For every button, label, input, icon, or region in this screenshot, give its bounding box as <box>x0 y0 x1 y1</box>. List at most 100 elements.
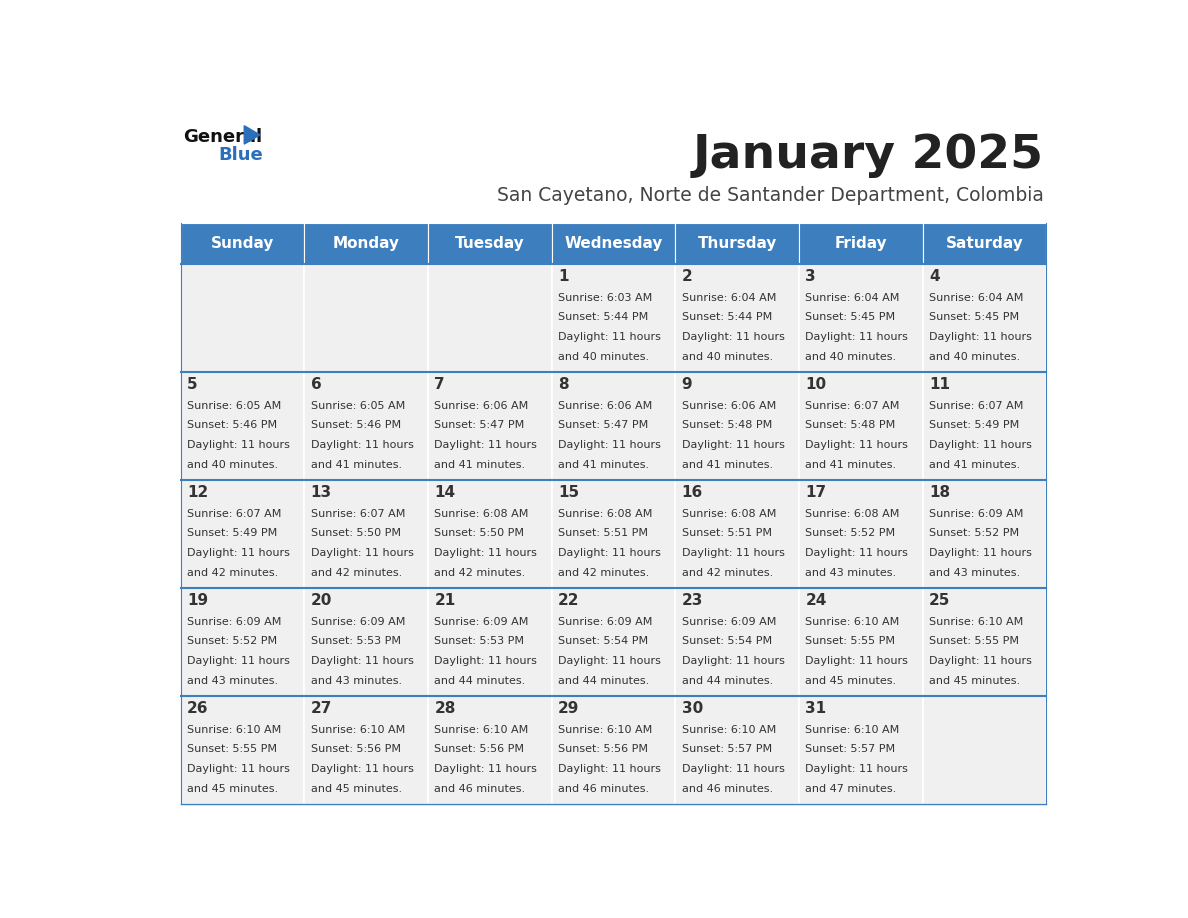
Text: 20: 20 <box>311 593 333 609</box>
Text: Thursday: Thursday <box>697 236 777 252</box>
Text: Friday: Friday <box>834 236 887 252</box>
Text: and 43 minutes.: and 43 minutes. <box>805 568 897 578</box>
Text: and 44 minutes.: and 44 minutes. <box>435 676 526 686</box>
Text: and 40 minutes.: and 40 minutes. <box>929 352 1020 362</box>
Text: 11: 11 <box>929 377 950 392</box>
Text: Sunset: 5:45 PM: Sunset: 5:45 PM <box>805 312 896 322</box>
Text: Daylight: 11 hours: Daylight: 11 hours <box>188 656 290 666</box>
Bar <box>304 588 428 696</box>
Bar <box>428 588 551 696</box>
Text: Sunrise: 6:09 AM: Sunrise: 6:09 AM <box>929 509 1023 519</box>
Bar <box>428 223 551 264</box>
Text: and 46 minutes.: and 46 minutes. <box>435 784 525 794</box>
Text: 14: 14 <box>435 486 455 500</box>
Text: January 2025: January 2025 <box>693 133 1043 178</box>
Text: Sunrise: 6:04 AM: Sunrise: 6:04 AM <box>682 293 776 303</box>
Bar <box>923 264 1047 373</box>
Text: Sunset: 5:54 PM: Sunset: 5:54 PM <box>558 636 649 646</box>
Bar <box>798 480 923 588</box>
Text: 25: 25 <box>929 593 950 609</box>
Text: Sunrise: 6:09 AM: Sunrise: 6:09 AM <box>188 617 282 627</box>
Bar <box>923 696 1047 804</box>
Text: Daylight: 11 hours: Daylight: 11 hours <box>558 440 661 450</box>
Text: Sunrise: 6:10 AM: Sunrise: 6:10 AM <box>435 724 529 734</box>
Text: Sunrise: 6:07 AM: Sunrise: 6:07 AM <box>311 509 405 519</box>
Text: Sunset: 5:53 PM: Sunset: 5:53 PM <box>311 636 400 646</box>
Bar <box>798 373 923 480</box>
Text: Sunset: 5:50 PM: Sunset: 5:50 PM <box>435 529 524 538</box>
Text: Sunrise: 6:08 AM: Sunrise: 6:08 AM <box>805 509 899 519</box>
Text: Daylight: 11 hours: Daylight: 11 hours <box>558 548 661 558</box>
Text: 30: 30 <box>682 701 703 716</box>
Text: Daylight: 11 hours: Daylight: 11 hours <box>929 548 1032 558</box>
Text: Sunrise: 6:10 AM: Sunrise: 6:10 AM <box>805 724 899 734</box>
Text: Sunrise: 6:06 AM: Sunrise: 6:06 AM <box>435 400 529 410</box>
Text: Daylight: 11 hours: Daylight: 11 hours <box>188 440 290 450</box>
Text: 31: 31 <box>805 701 827 716</box>
Text: Daylight: 11 hours: Daylight: 11 hours <box>682 548 784 558</box>
Bar <box>304 696 428 804</box>
Text: and 42 minutes.: and 42 minutes. <box>558 568 650 578</box>
Bar <box>551 373 675 480</box>
Bar <box>798 696 923 804</box>
Text: Daylight: 11 hours: Daylight: 11 hours <box>188 764 290 774</box>
Text: 1: 1 <box>558 269 569 285</box>
Text: Sunset: 5:54 PM: Sunset: 5:54 PM <box>682 636 772 646</box>
Bar <box>675 480 798 588</box>
Text: Sunrise: 6:04 AM: Sunrise: 6:04 AM <box>805 293 899 303</box>
Text: Sunset: 5:51 PM: Sunset: 5:51 PM <box>558 529 649 538</box>
Text: and 41 minutes.: and 41 minutes. <box>558 460 649 470</box>
Text: 4: 4 <box>929 269 940 285</box>
Text: Sunset: 5:52 PM: Sunset: 5:52 PM <box>805 529 896 538</box>
Text: Sunset: 5:48 PM: Sunset: 5:48 PM <box>682 420 772 431</box>
Text: Sunrise: 6:10 AM: Sunrise: 6:10 AM <box>682 724 776 734</box>
Text: Sunset: 5:49 PM: Sunset: 5:49 PM <box>188 529 278 538</box>
Text: and 40 minutes.: and 40 minutes. <box>805 352 897 362</box>
Text: and 40 minutes.: and 40 minutes. <box>558 352 649 362</box>
Text: Sunrise: 6:09 AM: Sunrise: 6:09 AM <box>558 617 652 627</box>
Text: 19: 19 <box>188 593 208 609</box>
Text: and 42 minutes.: and 42 minutes. <box>435 568 526 578</box>
Text: and 44 minutes.: and 44 minutes. <box>558 676 650 686</box>
Text: Sunrise: 6:03 AM: Sunrise: 6:03 AM <box>558 293 652 303</box>
Text: Sunrise: 6:10 AM: Sunrise: 6:10 AM <box>929 617 1023 627</box>
Bar <box>675 696 798 804</box>
Text: Daylight: 11 hours: Daylight: 11 hours <box>558 332 661 342</box>
Text: and 41 minutes.: and 41 minutes. <box>311 460 402 470</box>
Text: Sunset: 5:44 PM: Sunset: 5:44 PM <box>682 312 772 322</box>
Text: Sunset: 5:52 PM: Sunset: 5:52 PM <box>929 529 1019 538</box>
Text: Sunset: 5:45 PM: Sunset: 5:45 PM <box>929 312 1019 322</box>
Text: and 42 minutes.: and 42 minutes. <box>311 568 402 578</box>
Text: and 41 minutes.: and 41 minutes. <box>435 460 525 470</box>
Text: 29: 29 <box>558 701 580 716</box>
Bar <box>181 588 304 696</box>
Bar <box>181 696 304 804</box>
Text: Sunrise: 6:05 AM: Sunrise: 6:05 AM <box>311 400 405 410</box>
Text: 8: 8 <box>558 377 569 392</box>
Text: Sunrise: 6:07 AM: Sunrise: 6:07 AM <box>805 400 899 410</box>
Text: Daylight: 11 hours: Daylight: 11 hours <box>311 440 413 450</box>
Bar <box>304 373 428 480</box>
Text: Saturday: Saturday <box>946 236 1023 252</box>
Bar <box>181 373 304 480</box>
Text: Sunset: 5:47 PM: Sunset: 5:47 PM <box>558 420 649 431</box>
Text: Daylight: 11 hours: Daylight: 11 hours <box>929 656 1032 666</box>
Bar <box>675 373 798 480</box>
Text: Daylight: 11 hours: Daylight: 11 hours <box>188 548 290 558</box>
Bar <box>304 264 428 373</box>
Text: and 43 minutes.: and 43 minutes. <box>188 676 278 686</box>
Text: Sunrise: 6:06 AM: Sunrise: 6:06 AM <box>558 400 652 410</box>
Text: and 41 minutes.: and 41 minutes. <box>929 460 1020 470</box>
Text: 17: 17 <box>805 486 827 500</box>
Bar <box>551 223 675 264</box>
Text: Daylight: 11 hours: Daylight: 11 hours <box>805 764 909 774</box>
Text: Sunset: 5:51 PM: Sunset: 5:51 PM <box>682 529 772 538</box>
Text: and 46 minutes.: and 46 minutes. <box>558 784 649 794</box>
Text: San Cayetano, Norte de Santander Department, Colombia: San Cayetano, Norte de Santander Departm… <box>497 185 1043 205</box>
Text: Tuesday: Tuesday <box>455 236 525 252</box>
Text: Daylight: 11 hours: Daylight: 11 hours <box>682 440 784 450</box>
Bar <box>798 264 923 373</box>
Text: and 44 minutes.: and 44 minutes. <box>682 676 773 686</box>
Text: Sunrise: 6:09 AM: Sunrise: 6:09 AM <box>435 617 529 627</box>
Text: Sunrise: 6:08 AM: Sunrise: 6:08 AM <box>682 509 776 519</box>
